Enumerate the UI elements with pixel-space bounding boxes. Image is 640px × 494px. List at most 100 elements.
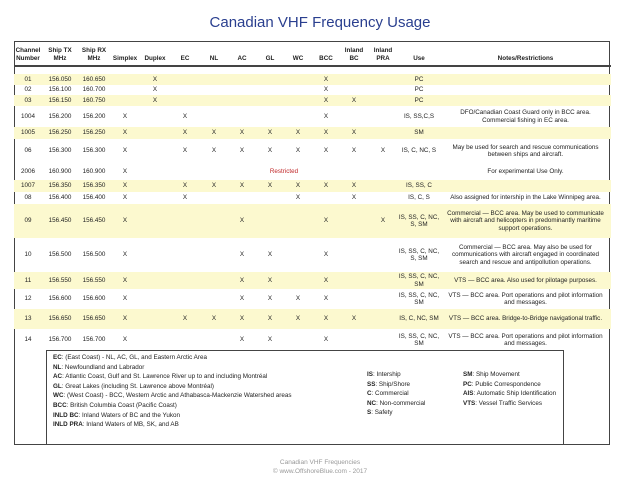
mark-cell: X [256,309,284,329]
column-header-label: NL [209,55,219,62]
mark-cell [368,95,398,106]
use-cell: IS, SS, C, NC, SM [398,332,440,348]
column-header-label: Notes/Restrictions [497,55,554,62]
ship-rx: 156.500 [82,251,106,259]
mark-cell: X [312,95,340,106]
mark-cell [284,204,312,238]
table-row: 12 156.600 156.600 X X X X X IS, SS, C, NC, SM VT… [14,289,611,309]
mark-cell [228,74,256,85]
mark-cell: X [312,180,340,192]
mark-cell [368,329,398,351]
legend-abbr: INLD PRA [53,421,83,429]
mark-cell [140,106,170,127]
mark-cell: X [312,204,340,238]
mark-cell: X [323,336,329,344]
ship-tx: 160.900 [48,167,72,175]
mark-cell [170,272,200,289]
legend-text: : Atlantic Coast, Gulf and St. Lawrence … [62,373,268,381]
use-legend-right: SM: Ship Movement PC: Public Corresponden… [463,370,556,408]
ship-rx: 160.650 [78,74,110,85]
legend-text: : (East Coast) - NL, AC, GL, and Eastern… [61,354,207,361]
column-header-label: Ship RX [81,47,107,54]
legend-box: EC: (East Coast) - NL, AC, GL, and Easte… [46,350,564,445]
column-header-label: Number [16,55,40,62]
mark-cell [110,74,140,85]
use-cell: IS, SS, C [398,180,440,192]
restricted-label: Restricted [269,167,299,175]
mark-cell [170,95,200,106]
notes-cell [440,85,611,95]
channel-number: 10 [24,251,32,259]
mark-cell [368,163,398,180]
channel-number: 09 [14,204,42,238]
mark-cell: X [323,147,329,155]
legend-text: : Great Lakes (including St. Lawrence ab… [61,382,215,390]
column-header: AC [228,42,256,67]
mark-cell: X [284,127,312,139]
mark-cell: X [122,251,128,259]
use-cell: SM [398,127,440,139]
mark-cell: X [110,204,140,238]
legend-abbr: C [367,390,372,398]
ship-rx: 156.650 [78,309,110,329]
ship-rx: 156.550 [78,272,110,289]
column-header-label: GL [265,55,275,62]
mark-cell [256,204,284,238]
legend-abbr: GL [53,382,62,390]
mark-cell: X [239,251,245,259]
use-cell: IS, C, S [408,194,430,202]
mark-cell: X [170,180,200,192]
mark-cell: X [368,204,398,238]
use-cell: IS, SS, C, NC, S, SM [398,204,440,238]
column-header-label: WC [292,55,304,62]
mark-cell: X [295,194,301,202]
column-header: Inland BC [340,42,368,67]
mark-cell [312,192,340,204]
frequency-table: Channel Number Ship TX MHz Ship RX MHz Simplex… [14,42,611,351]
mark-cell [170,74,200,85]
legend-item: INLD PRA: Inland Waters of MB, SK, and A… [53,420,292,430]
column-header-label: Simplex [112,55,138,62]
ship-rx: 160.750 [78,95,110,106]
legend-item: PC: Public Correspondence [463,380,556,390]
ship-tx: 156.200 [48,112,72,120]
mark-cell: X [312,272,340,289]
ship-tx: 156.300 [48,147,72,155]
use-cell: IS, SS, C, NC, SM [398,291,440,307]
mark-cell [140,192,170,204]
column-header: GL [256,42,284,67]
mark-cell: X [211,147,217,155]
legend-text: : Vessel Traffic Services [475,399,542,407]
mark-cell: X [228,272,256,289]
mark-cell: X [110,272,140,289]
notes-cell: For experimental Use Only. [487,167,564,175]
mark-cell [256,192,284,204]
legend-item: VTS: Vessel Traffic Services [463,399,556,409]
legend-abbr: NC [367,399,377,407]
ship-rx: 156.200 [82,112,106,120]
mark-cell [170,329,200,351]
footer-copyright: © www.OffshoreBlue.com - 2017 [272,468,368,475]
mark-cell: X [340,180,368,192]
table-row: 1007 156.350 156.350 X X X X X X X X IS, SS, C [14,180,611,192]
table-row: 1004 156.200 156.200 X X X IS, SS,C,S DFO/Canad… [14,106,611,127]
column-header-label: Ship TX [48,47,72,54]
notes-cell: VTS — BCC area. Also used for pilotage p… [440,272,611,289]
ship-tx: 156.350 [42,180,78,192]
mark-cell [256,106,284,127]
channel-number: 13 [14,309,42,329]
mark-cell [200,329,228,351]
ship-rx: 156.600 [82,295,106,303]
channel-number: 06 [24,147,32,155]
mark-cell [340,106,368,127]
column-header: WC [284,42,312,67]
legend-item: C: Commercial [367,389,425,399]
channel-number: 1007 [14,180,42,192]
mark-cell: X [239,295,245,303]
mark-cell: X [110,309,140,329]
mark-cell: X [312,309,340,329]
mark-cell: X [340,95,368,106]
ship-rx: 156.400 [82,194,106,202]
mark-cell [284,74,312,85]
ship-tx: 156.450 [42,204,78,238]
